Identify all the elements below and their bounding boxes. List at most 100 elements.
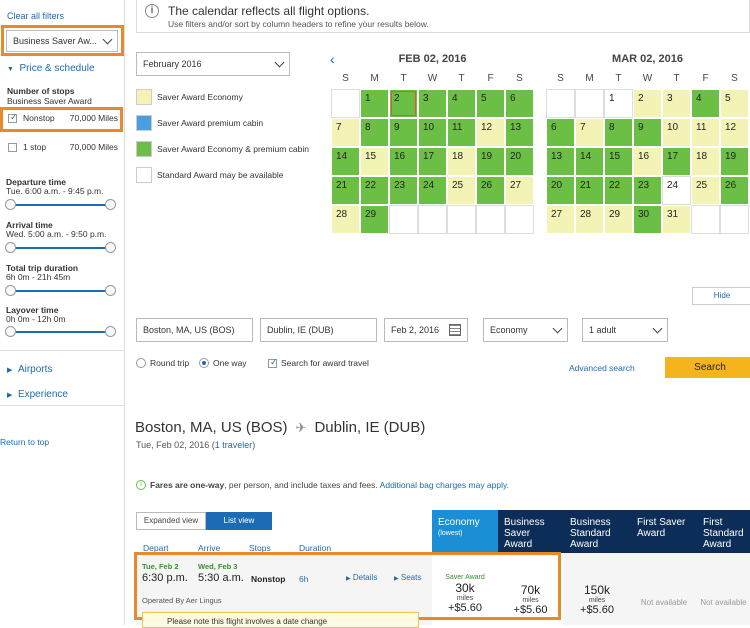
calendar-day[interactable]: 12 bbox=[720, 118, 749, 147]
calendar-day[interactable]: 19 bbox=[476, 147, 505, 176]
sort-depart[interactable]: Depart bbox=[143, 543, 169, 553]
slider-handle[interactable] bbox=[105, 326, 116, 337]
calendar-day[interactable]: 31 bbox=[662, 205, 691, 234]
calendar-day[interactable]: 29 bbox=[360, 205, 389, 234]
calendar-day[interactable]: 21 bbox=[331, 176, 360, 205]
calendar-day[interactable]: 21 bbox=[575, 176, 604, 205]
calendar-day[interactable]: 20 bbox=[546, 176, 575, 205]
calendar-day[interactable]: 26 bbox=[720, 176, 749, 205]
details-link[interactable]: ▶ Details bbox=[346, 573, 377, 582]
calendar-day[interactable]: 4 bbox=[447, 89, 476, 118]
calendar-icon[interactable] bbox=[449, 324, 461, 336]
price-schedule-toggle[interactable]: ▼ Price & schedule bbox=[7, 63, 95, 74]
calendar-day[interactable]: 18 bbox=[691, 147, 720, 176]
passenger-select[interactable]: 1 adult bbox=[582, 318, 668, 342]
calendar-day[interactable]: 1 bbox=[360, 89, 389, 118]
advanced-search-link[interactable]: Advanced search bbox=[569, 363, 635, 373]
slider-handle[interactable] bbox=[105, 285, 116, 296]
month-select[interactable]: February 2016 bbox=[136, 52, 290, 76]
calendar-day[interactable]: 27 bbox=[505, 176, 534, 205]
calendar-day[interactable]: 6 bbox=[505, 89, 534, 118]
calendar-day[interactable]: 18 bbox=[447, 147, 476, 176]
experience-toggle[interactable]: ▶ Experience bbox=[7, 389, 68, 400]
calendar-day[interactable]: 14 bbox=[575, 147, 604, 176]
calendar-day[interactable]: 25 bbox=[447, 176, 476, 205]
calendar-day[interactable]: 8 bbox=[360, 118, 389, 147]
slider-handle[interactable] bbox=[5, 326, 16, 337]
calendar-day[interactable]: 7 bbox=[575, 118, 604, 147]
roundtrip-radio[interactable] bbox=[136, 358, 146, 368]
sort-arrive[interactable]: Arrive bbox=[198, 543, 221, 553]
slider-handle[interactable] bbox=[105, 199, 116, 210]
onestop-filter[interactable]: 1 stop 70,000 Miles bbox=[8, 142, 118, 152]
slider-handle[interactable] bbox=[5, 242, 16, 253]
cabin-select[interactable]: Economy bbox=[483, 318, 568, 342]
hide-calendar-button[interactable]: Hide bbox=[692, 287, 750, 305]
calendar-day[interactable]: 2 bbox=[633, 89, 662, 118]
calendar-day[interactable]: 11 bbox=[691, 118, 720, 147]
calendar-day[interactable]: 29 bbox=[604, 205, 633, 234]
calendar-day[interactable]: 27 bbox=[546, 205, 575, 234]
arrival-slider[interactable] bbox=[5, 242, 116, 253]
clear-filters-link[interactable]: Clear all filters bbox=[7, 11, 65, 21]
calendar-day[interactable]: 16 bbox=[633, 147, 662, 176]
calendar-day[interactable]: 28 bbox=[331, 205, 360, 234]
onestop-checkbox[interactable] bbox=[8, 142, 17, 152]
calendar-day[interactable]: 26 bbox=[476, 176, 505, 205]
calendar-day[interactable]: 15 bbox=[360, 147, 389, 176]
calendar-day[interactable]: 4 bbox=[691, 89, 720, 118]
calendar-day[interactable]: 3 bbox=[418, 89, 447, 118]
oneway-radio[interactable] bbox=[199, 358, 209, 368]
sort-stops[interactable]: Stops bbox=[249, 543, 271, 553]
calendar-day[interactable]: 20 bbox=[505, 147, 534, 176]
oneway-option[interactable]: One way bbox=[199, 358, 247, 368]
nonstop-checkbox[interactable]: ✓ bbox=[8, 111, 18, 123]
calendar-day[interactable]: 16 bbox=[389, 147, 418, 176]
destination-input[interactable]: Dublin, IE (DUB) bbox=[260, 318, 377, 342]
calendar-day[interactable]: 23 bbox=[633, 176, 662, 205]
calendar-day[interactable]: 24 bbox=[418, 176, 447, 205]
expanded-view-tab[interactable]: Expanded view bbox=[136, 512, 206, 530]
calendar-day[interactable]: 30 bbox=[633, 205, 662, 234]
seats-link[interactable]: ▶ Seats bbox=[394, 573, 421, 582]
calendar-day[interactable]: 19 bbox=[720, 147, 749, 176]
prev-month-arrow-icon[interactable]: ‹ bbox=[330, 51, 335, 67]
slider-handle[interactable] bbox=[105, 242, 116, 253]
calendar-day[interactable]: 13 bbox=[505, 118, 534, 147]
calendar-day[interactable]: 3 bbox=[662, 89, 691, 118]
calendar-day[interactable]: 12 bbox=[476, 118, 505, 147]
calendar-day[interactable]: 10 bbox=[418, 118, 447, 147]
calendar-day[interactable]: 24 bbox=[662, 176, 691, 205]
calendar-day[interactable]: 5 bbox=[476, 89, 505, 118]
slider-handle[interactable] bbox=[5, 199, 16, 210]
date-input[interactable]: Feb 2, 2016 bbox=[384, 318, 468, 342]
calendar-day[interactable]: 7 bbox=[331, 118, 360, 147]
award-type-select[interactable]: Business Saver Aw... bbox=[6, 30, 118, 52]
sort-duration[interactable]: Duration bbox=[299, 543, 332, 553]
calendar-day[interactable]: 9 bbox=[389, 118, 418, 147]
calendar-day[interactable]: 11 bbox=[447, 118, 476, 147]
calendar-day[interactable]: 1 bbox=[604, 89, 633, 118]
calendar-day[interactable]: 17 bbox=[662, 147, 691, 176]
departure-slider[interactable] bbox=[5, 199, 116, 210]
origin-input[interactable]: Boston, MA, US (BOS) bbox=[136, 318, 253, 342]
calendar-day[interactable]: 23 bbox=[389, 176, 418, 205]
calendar-day[interactable]: 28 bbox=[575, 205, 604, 234]
bag-charges-link[interactable]: Additional bag charges may apply. bbox=[379, 480, 509, 490]
calendar-day[interactable]: 13 bbox=[546, 147, 575, 176]
roundtrip-option[interactable]: Round trip bbox=[136, 358, 189, 368]
calendar-day[interactable]: 17 bbox=[418, 147, 447, 176]
nonstop-filter[interactable]: ✓ Nonstop 70,000 Miles bbox=[8, 111, 118, 123]
award-option[interactable]: ✓ Search for award travel bbox=[268, 356, 369, 368]
calendar-day[interactable]: 9 bbox=[633, 118, 662, 147]
calendar-day[interactable]: 2 bbox=[389, 89, 418, 118]
calendar-day[interactable]: 8 bbox=[604, 118, 633, 147]
list-view-tab[interactable]: List view bbox=[206, 512, 272, 530]
award-checkbox[interactable]: ✓ bbox=[268, 356, 278, 368]
calendar-day[interactable]: 15 bbox=[604, 147, 633, 176]
calendar-day[interactable]: 10 bbox=[662, 118, 691, 147]
business-saver-fare[interactable]: 70k miles +$5.60 bbox=[498, 583, 563, 616]
traveler-link[interactable]: 1 traveler bbox=[214, 440, 253, 450]
layover-slider[interactable] bbox=[5, 326, 116, 337]
calendar-day[interactable]: 5 bbox=[720, 89, 749, 118]
